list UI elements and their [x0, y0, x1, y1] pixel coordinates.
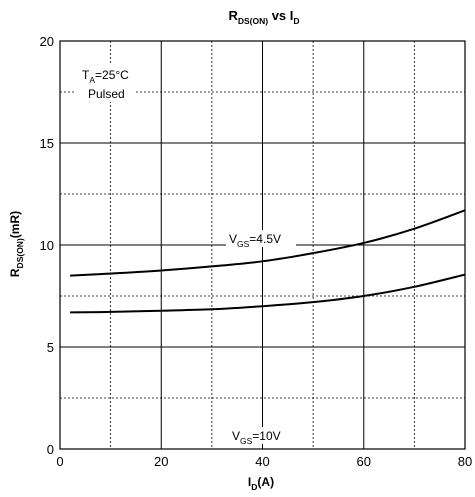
y-tick-label: 20: [40, 34, 54, 49]
series-line-vgs-4.5v: [70, 209, 466, 277]
y-axis-title: RDS(ON)(mR): [8, 211, 25, 277]
x-tick-labels: 0 20 40 60 80: [56, 454, 472, 469]
svg-text:VGS=10V: VGS=10V: [232, 429, 281, 446]
x-tick-label: 80: [458, 454, 472, 469]
x-tick-label: 40: [255, 454, 269, 469]
plot-border: [59, 40, 466, 450]
plot-frame: [59, 40, 466, 450]
x-tick-label: 60: [357, 454, 371, 469]
x-tick-label: 20: [154, 454, 168, 469]
series-line-vgs-10v: [70, 273, 466, 314]
y-tick-labels: 0 5 10 15 20: [40, 34, 54, 457]
y-tick-label: 15: [40, 136, 54, 151]
data-series: [70, 209, 466, 314]
series-label-vgs-4.5v: VGS=4.5V: [226, 230, 296, 249]
condition-temperature: TA=25°C: [82, 68, 129, 85]
svg-text:VGS=4.5V: VGS=4.5V: [229, 232, 281, 249]
condition-pulsed: Pulsed: [88, 87, 125, 101]
x-axis-title: ID(A): [248, 475, 274, 492]
series-label-vgs-10v: VGS=10V: [229, 427, 299, 446]
chart-title: RDS(ON) vs ID: [228, 8, 299, 26]
x-tick-label: 0: [56, 454, 63, 469]
y-tick-label: 5: [47, 340, 54, 355]
y-tick-label: 10: [40, 238, 54, 253]
conditions-label: TA=25°C Pulsed: [74, 64, 136, 102]
y-tick-label: 0: [47, 442, 54, 457]
